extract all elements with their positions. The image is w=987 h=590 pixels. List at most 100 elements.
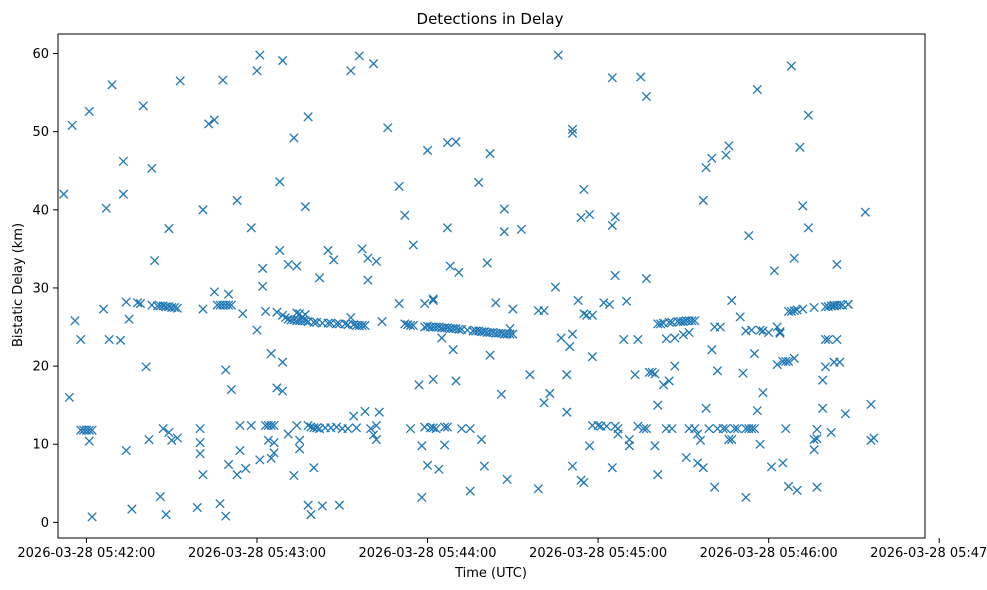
data-point [107, 80, 117, 90]
data-point [144, 434, 154, 445]
data-point [383, 123, 393, 133]
y-tick-label: 40 [32, 203, 49, 218]
data-point [826, 427, 836, 438]
data-point [584, 441, 595, 451]
data-point [141, 362, 151, 372]
data-point [533, 484, 544, 494]
data-point [169, 302, 180, 313]
data-point [789, 305, 799, 316]
x-tick-label: 2026-03-28 05:44:00 [359, 546, 497, 561]
data-point [346, 312, 356, 323]
data-point [508, 304, 518, 314]
data-point [198, 205, 208, 215]
data-point [735, 312, 745, 322]
data-point [766, 462, 777, 472]
data-point [636, 72, 646, 82]
data-point [263, 435, 274, 445]
y-tick-label: 50 [32, 125, 49, 140]
data-point [474, 177, 484, 188]
data-point [258, 281, 268, 292]
x-axis: 2026-03-28 05:42:00 2026-03-28 05:43:00 20… [17, 538, 987, 561]
data-point [539, 398, 549, 408]
data-point [692, 458, 703, 468]
data-point [775, 328, 785, 338]
data-point [692, 429, 703, 439]
data-point [158, 423, 168, 434]
data-point [781, 356, 791, 367]
data-point [772, 359, 782, 370]
data-point [377, 316, 387, 327]
data-point [567, 461, 578, 471]
data-point [232, 470, 242, 480]
data-point [539, 305, 549, 316]
y-tick-label: 30 [32, 281, 49, 296]
data-point [272, 307, 282, 317]
data-point [633, 334, 643, 345]
data-point [812, 434, 822, 444]
data-point [221, 365, 231, 375]
data-point [465, 486, 475, 496]
data-point [172, 433, 183, 443]
data-point [707, 153, 717, 163]
data-point [818, 403, 828, 413]
data-point [348, 411, 359, 421]
data-point [283, 429, 293, 439]
data-point [303, 500, 313, 510]
data-point [223, 289, 234, 299]
data-point [803, 223, 814, 233]
data-point [329, 255, 339, 265]
data-point [218, 75, 228, 85]
data-point [351, 423, 362, 433]
data-point [275, 245, 285, 256]
data-point [835, 357, 845, 367]
data-point [414, 380, 424, 390]
data-point [209, 115, 220, 125]
data-point [670, 333, 680, 343]
data-point [437, 333, 447, 343]
axes-frame [57, 33, 926, 539]
data-point [758, 326, 768, 336]
data-point [655, 319, 666, 329]
x-tick-label: 2026-03-28 05:46:00 [700, 546, 838, 561]
data-point [223, 459, 234, 470]
data-point [317, 501, 328, 511]
data-point [135, 298, 146, 309]
data-point [275, 177, 285, 187]
data-point [289, 470, 299, 481]
data-point [357, 320, 367, 331]
data-point [300, 202, 310, 212]
data-point [331, 319, 342, 329]
x-tick-label: 2026-03-28 05:47:00 [870, 546, 987, 561]
data-point [428, 294, 438, 304]
data-point [601, 421, 612, 431]
data-point [428, 295, 438, 306]
data-point [428, 374, 438, 385]
data-point [809, 302, 819, 313]
data-point [567, 124, 578, 134]
data-point [613, 429, 623, 439]
data-point [221, 511, 231, 521]
data-point [633, 421, 643, 431]
data-point [303, 112, 313, 122]
data-point [101, 203, 111, 213]
data-point [746, 423, 757, 434]
data-point [87, 425, 97, 435]
data-point [650, 441, 660, 451]
data-point [195, 438, 205, 448]
data-point [209, 287, 220, 297]
data-point [681, 452, 691, 463]
data-point [417, 441, 427, 451]
data-point [599, 298, 609, 308]
data-point [798, 304, 808, 314]
data-point [485, 148, 495, 159]
data-point [465, 423, 475, 434]
data-point [781, 423, 791, 434]
data-point [147, 163, 157, 174]
data-point [587, 352, 598, 362]
data-point [755, 439, 765, 449]
data-point [67, 120, 77, 131]
data-point [454, 324, 464, 335]
data-point [408, 320, 418, 331]
data-point [368, 59, 379, 69]
data-point [491, 298, 501, 308]
